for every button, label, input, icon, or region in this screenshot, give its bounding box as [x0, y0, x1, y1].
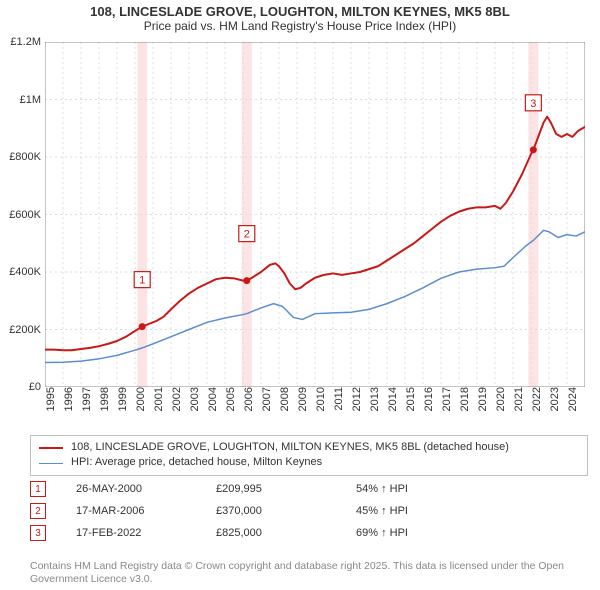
y-tick-label: £800K [9, 151, 41, 163]
x-tick-label: 2007 [261, 387, 273, 411]
x-tick-label: 2006 [243, 387, 255, 411]
x-tick-label: 2018 [459, 387, 471, 411]
x-tick-label: 2003 [189, 387, 201, 411]
x-tick-label: 1997 [81, 387, 93, 411]
legend: 108, LINCESLADE GROVE, LOUGHTON, MILTON … [30, 435, 588, 476]
transaction-row: 1 26-MAY-2000£209,99554% ↑ HPI [30, 478, 570, 500]
footnote: Contains HM Land Registry data © Crown c… [30, 560, 585, 586]
legend-row: HPI: Average price, detached house, Milt… [39, 455, 579, 470]
x-tick-label: 2009 [297, 387, 309, 411]
x-tick-label: 2000 [135, 387, 147, 411]
legend-label: 108, LINCESLADE GROVE, LOUGHTON, MILTON … [71, 440, 509, 455]
x-tick-label: 1996 [63, 387, 75, 411]
x-tick-label: 2020 [495, 387, 507, 411]
transaction-price: £209,995 [216, 483, 356, 495]
x-tick-label: 2013 [369, 387, 381, 411]
transaction-hpi: 69% ↑ HPI [356, 527, 496, 539]
x-tick-label: 2015 [405, 387, 417, 411]
y-tick-label: £0 [29, 381, 41, 393]
x-tick-label: 2021 [513, 387, 525, 411]
x-tick-label: 1999 [117, 387, 129, 411]
x-tick-label: 2004 [207, 387, 219, 411]
legend-label: HPI: Average price, detached house, Milt… [71, 455, 322, 470]
x-tick-label: 2022 [531, 387, 543, 411]
transaction-date: 26-MAY-2000 [76, 483, 216, 495]
x-tick-label: 2005 [225, 387, 237, 411]
x-tick-label: 2008 [279, 387, 291, 411]
x-tick-label: 2017 [441, 387, 453, 411]
transaction-row: 3 17-FEB-2022£825,00069% ↑ HPI [30, 522, 570, 544]
x-tick-label: 2019 [477, 387, 489, 411]
transaction-price: £370,000 [216, 505, 356, 517]
transaction-marker: 2 [30, 503, 46, 519]
legend-swatch [39, 447, 63, 449]
x-tick-label: 2010 [315, 387, 327, 411]
svg-text:2: 2 [244, 229, 250, 241]
title-block: 108, LINCESLADE GROVE, LOUGHTON, MILTON … [0, 0, 600, 33]
plot-svg: 1 2 3 [45, 42, 585, 387]
x-tick-label: 1998 [99, 387, 111, 411]
title-line-1: 108, LINCESLADE GROVE, LOUGHTON, MILTON … [0, 4, 600, 19]
x-tick-label: 2023 [549, 387, 561, 411]
x-tick-label: 2014 [387, 387, 399, 411]
y-tick-label: £400K [9, 266, 41, 278]
x-tick-label: 2012 [351, 387, 363, 411]
transaction-hpi: 45% ↑ HPI [356, 505, 496, 517]
x-tick-label: 2001 [153, 387, 165, 411]
transaction-marker: 3 [30, 525, 46, 541]
legend-row: 108, LINCESLADE GROVE, LOUGHTON, MILTON … [39, 440, 579, 455]
y-tick-label: £200K [9, 324, 41, 336]
y-tick-label: £1.2M [10, 36, 41, 48]
transaction-date: 17-MAR-2006 [76, 505, 216, 517]
svg-text:1: 1 [139, 275, 145, 287]
transactions-table: 1 26-MAY-2000£209,99554% ↑ HPI 2 17-MAR-200… [30, 478, 570, 544]
y-tick-label: £1M [20, 94, 41, 106]
transaction-hpi: 54% ↑ HPI [356, 483, 496, 495]
x-tick-label: 2002 [171, 387, 183, 411]
transaction-marker: 1 [30, 481, 46, 497]
legend-swatch [39, 463, 63, 464]
x-tick-label: 2024 [567, 387, 579, 411]
transaction-price: £825,000 [216, 527, 356, 539]
x-tick-label: 2016 [423, 387, 435, 411]
y-tick-label: £600K [9, 209, 41, 221]
title-line-2: Price paid vs. HM Land Registry's House … [0, 19, 600, 33]
x-tick-label: 1995 [45, 387, 57, 411]
transaction-date: 17-FEB-2022 [76, 527, 216, 539]
transaction-row: 2 17-MAR-2006£370,00045% ↑ HPI [30, 500, 570, 522]
x-tick-label: 2011 [333, 387, 345, 411]
svg-text:3: 3 [530, 98, 536, 110]
chart-container: 108, LINCESLADE GROVE, LOUGHTON, MILTON … [0, 0, 600, 590]
plot-area: 123 £0£200K£400K£600K£800K£1M£1.2M199519… [45, 42, 585, 387]
